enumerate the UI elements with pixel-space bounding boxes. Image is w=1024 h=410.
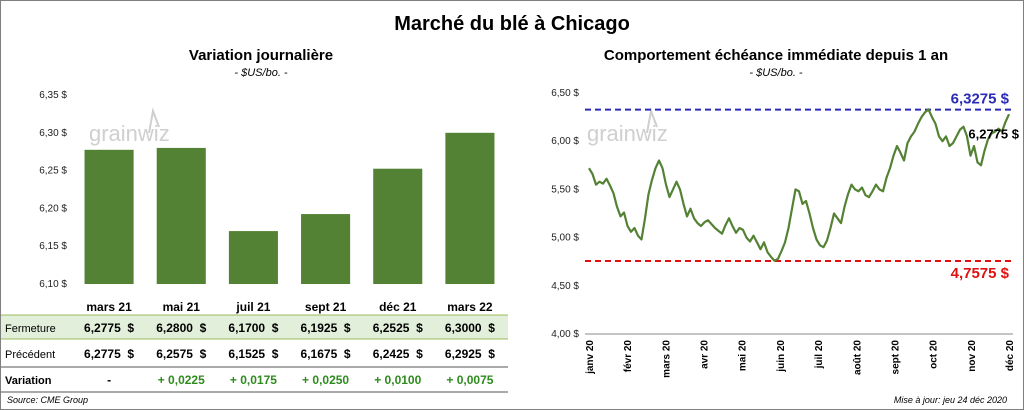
main-title: Marché du blé à Chicago: [394, 13, 630, 35]
table-row-label: Précédent: [5, 349, 55, 361]
x-tick-label: juil 20: [814, 340, 825, 370]
y-tick-label: 6,20 $: [39, 203, 67, 214]
category-label: mars 22: [447, 300, 493, 314]
line-chart-subtitle: - $US/bo. -: [749, 67, 803, 79]
x-tick-label: nov 20: [967, 340, 978, 372]
x-tick-label: août 20: [852, 340, 863, 375]
update-note: Mise à jour: jeu 24 déc 2020: [893, 395, 1007, 405]
y-tick-label: 6,30 $: [39, 128, 67, 139]
high-value-label: 6,3275 $: [951, 91, 1010, 108]
low-value-label: 4,7575 $: [951, 265, 1010, 282]
table-row-label: Fermeture: [5, 323, 56, 335]
table-cell: 6,1675 $: [301, 347, 351, 361]
table-cell: 6,1700 $: [228, 321, 278, 335]
bar-watermark: grainwiz: [89, 107, 170, 146]
category-label: mars 21: [86, 300, 132, 314]
x-tick-label: mai 20: [738, 340, 749, 372]
bar: [301, 214, 351, 284]
bar-series: [84, 132, 495, 284]
bar: [84, 149, 134, 284]
line-chart-title: Comportement échéance immédiate depuis 1…: [603, 47, 949, 64]
bar-chart-subtitle: - $US/bo. -: [234, 67, 288, 79]
bar: [373, 168, 423, 284]
source-note: Source: CME Group: [7, 395, 89, 405]
x-tick-label: déc 20: [1005, 340, 1016, 372]
y-tick-label: 6,50 $: [551, 88, 579, 99]
price-line: [588, 108, 1011, 262]
table-cell: 6,2425 $: [373, 347, 423, 361]
x-tick-label: juin 20: [776, 340, 787, 373]
table-cell: + 0,0075: [446, 373, 493, 387]
x-tick-label: janv 20: [585, 340, 596, 375]
watermark-text: grainwiz: [89, 121, 170, 146]
table-cell: + 0,0225: [158, 373, 205, 387]
table-cell: 6,2775 $: [84, 321, 134, 335]
category-label: déc 21: [379, 300, 417, 314]
x-tick-label: sept 20: [890, 340, 901, 375]
y-tick-label: 5,50 $: [551, 184, 579, 195]
y-tick-label: 4,50 $: [551, 281, 579, 292]
y-tick-label: 6,25 $: [39, 166, 67, 177]
table-cell: 6,2575 $: [156, 347, 206, 361]
y-tick-label: 6,35 $: [39, 90, 67, 101]
bar: [156, 147, 206, 284]
watermark-mark: [148, 107, 160, 134]
watermark-text: grainwiz: [587, 121, 668, 146]
table-cell: 6,2775 $: [84, 347, 134, 361]
table-cell: + 0,0100: [374, 373, 421, 387]
table-cell: 6,2925 $: [445, 347, 495, 361]
table-cell: 6,2800 $: [156, 321, 206, 335]
watermark-mark: [646, 107, 658, 134]
x-tick-label: mars 20: [661, 340, 672, 378]
bar-chart-title: Variation journalière: [188, 47, 334, 64]
x-tick-label: avr 20: [700, 340, 711, 369]
x-tick-label: oct 20: [929, 340, 940, 369]
y-tick-label: 5,00 $: [551, 233, 579, 244]
line-watermark: grainwiz: [587, 107, 668, 146]
bar: [228, 231, 278, 284]
table-cell: + 0,0175: [230, 373, 277, 387]
table-cell: 6,1525 $: [228, 347, 278, 361]
table-cell: -: [107, 373, 111, 387]
table-row-label: Variation: [5, 375, 52, 387]
y-tick-label: 6,00 $: [551, 136, 579, 147]
category-label: mai 21: [163, 300, 201, 314]
category-label: juil 21: [235, 300, 270, 314]
table-cell: + 0,0250: [302, 373, 349, 387]
category-label: sept 21: [305, 300, 347, 314]
table-highlight-row: [1, 315, 508, 339]
x-tick-label: févr 20: [623, 340, 634, 373]
table-cell: 6,2525 $: [373, 321, 423, 335]
y-tick-label: 6,15 $: [39, 241, 67, 252]
bar: [445, 132, 495, 284]
last-value-label: 6,2775 $: [968, 126, 1019, 141]
y-tick-label: 4,00 $: [551, 329, 579, 340]
y-tick-label: 6,10 $: [39, 279, 67, 290]
table-cell: 6,3000 $: [445, 321, 495, 335]
table-cell: 6,1925 $: [301, 321, 351, 335]
